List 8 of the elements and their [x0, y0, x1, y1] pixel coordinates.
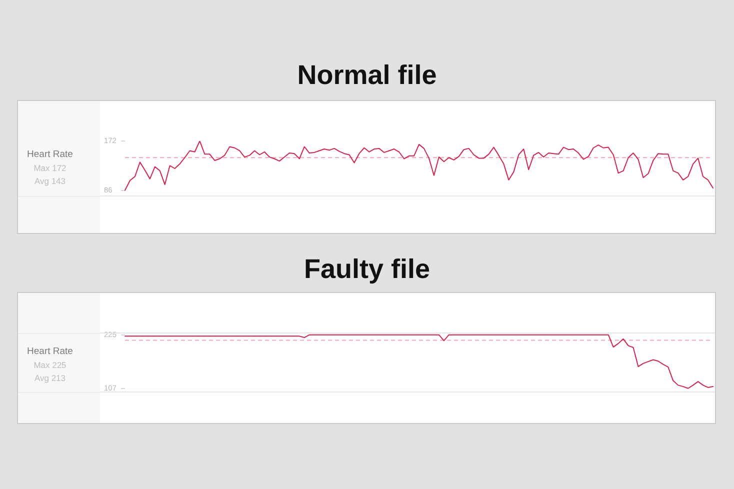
y-axis-title: Heart Rate — [26, 345, 74, 359]
chart-title: Faulty file — [302, 254, 432, 284]
text: Avg 213 — [33, 372, 67, 385]
text: Max 225 — [32, 359, 68, 372]
y-axis-title: Heart Rate — [26, 148, 74, 162]
chart-title: Normal file — [296, 60, 438, 90]
text: Avg 143 — [33, 175, 67, 188]
text: Max 172 — [32, 162, 68, 175]
